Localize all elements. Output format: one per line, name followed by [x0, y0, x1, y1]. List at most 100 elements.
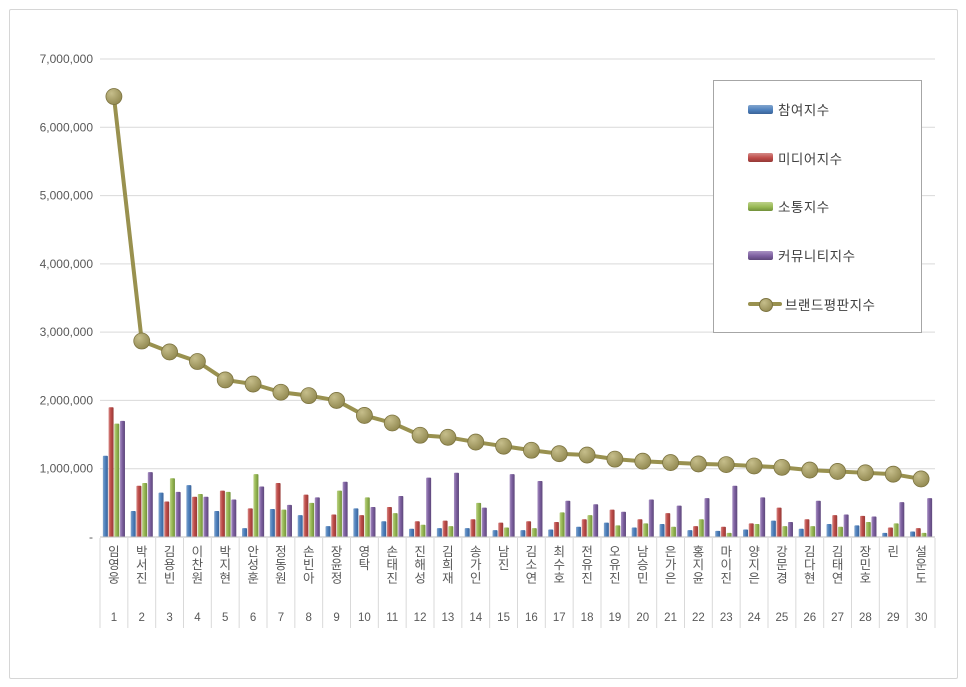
bar-participation-index-rank21 — [659, 524, 665, 537]
bar-participation-index-rank24 — [743, 529, 749, 537]
x-axis-rank-label: 25 — [776, 612, 789, 624]
y-axis-tick-label: 7,000,000 — [40, 52, 94, 66]
legend: 참여지수 미디어지수 소통지수 커뮤니티지수 브랜드평판지수 — [713, 80, 922, 333]
legend-label: 미디어지수 — [778, 151, 843, 167]
bar-communication-index-rank20 — [643, 523, 649, 537]
marker-brand-reputation-index-rank4 — [189, 353, 206, 370]
bar-community-index-rank4 — [203, 496, 209, 537]
bar-community-index-rank6 — [259, 486, 265, 537]
bar-media-index-rank17 — [553, 521, 559, 537]
legend-swatch-community-index-icon — [748, 250, 773, 260]
bar-communication-index-rank8 — [309, 502, 315, 537]
bar-participation-index-rank17 — [548, 529, 554, 537]
bar-participation-index-rank28 — [854, 525, 860, 537]
x-axis-rank-label: 28 — [859, 612, 872, 624]
x-axis-rank-label: 14 — [469, 612, 482, 624]
bar-communication-index-rank30 — [921, 532, 927, 537]
x-axis-rank-label: 13 — [442, 612, 455, 624]
bar-participation-index-rank15 — [492, 530, 498, 537]
marker-brand-reputation-index-rank16 — [523, 441, 540, 459]
bar-media-index-rank3 — [164, 501, 170, 537]
x-axis-rank-label: 10 — [358, 612, 371, 624]
bar-media-index-rank5 — [219, 490, 225, 537]
marker-brand-reputation-index-rank20 — [634, 452, 652, 470]
bar-community-index-rank2 — [147, 472, 153, 537]
bar-media-index-rank25 — [776, 507, 782, 537]
bar-participation-index-rank26 — [798, 528, 804, 537]
bar-participation-index-rank10 — [353, 508, 359, 537]
bar-community-index-rank19 — [620, 511, 626, 537]
bar-communication-index-rank13 — [448, 526, 454, 537]
bar-media-index-rank14 — [470, 519, 476, 537]
legend-label: 참여지수 — [778, 103, 830, 119]
bar-communication-index-rank4 — [197, 493, 203, 537]
legend-swatch-participation-index-icon — [748, 104, 773, 114]
marker-brand-reputation-index-rank24 — [745, 457, 763, 475]
bar-participation-index-rank2 — [130, 511, 136, 537]
y-axis-tick-label: 5,000,000 — [40, 189, 94, 203]
bar-community-index-rank9 — [342, 481, 348, 537]
bar-community-index-rank29 — [899, 502, 905, 537]
x-axis-rank-label: 22 — [692, 612, 705, 624]
bar-media-index-rank27 — [832, 515, 838, 537]
x-axis-category-label: 린 — [887, 545, 899, 559]
bar-media-index-rank24 — [748, 523, 754, 537]
bar-participation-index-rank20 — [631, 527, 637, 537]
bar-community-index-rank18 — [593, 504, 599, 537]
legend-label: 커뮤니티지수 — [778, 249, 856, 265]
marker-brand-reputation-index-rank18 — [578, 446, 596, 464]
bar-community-index-rank7 — [286, 504, 292, 537]
x-axis-rank-label: 16 — [525, 612, 538, 624]
x-axis-rank-label: 23 — [720, 612, 733, 624]
bar-communication-index-rank25 — [782, 526, 788, 537]
bar-community-index-rank14 — [481, 507, 487, 537]
y-axis-tick-label: 4,000,000 — [40, 257, 94, 271]
x-axis-rank-label: 26 — [803, 612, 816, 624]
marker-brand-reputation-index-rank6 — [244, 375, 262, 393]
x-axis-rank-label: 30 — [915, 612, 928, 624]
bar-community-index-rank25 — [787, 521, 793, 537]
bar-communication-index-rank23 — [726, 532, 732, 537]
bar-community-index-rank26 — [815, 500, 821, 537]
bar-participation-index-rank30 — [910, 531, 916, 537]
bar-communication-index-rank12 — [420, 524, 426, 537]
y-axis-tick-label: 3,000,000 — [40, 325, 94, 339]
bar-participation-index-rank22 — [687, 530, 693, 537]
legend-item-communication-index: 소통지수 — [714, 196, 921, 216]
x-axis-rank-label: 7 — [278, 612, 284, 624]
marker-brand-reputation-index-rank8 — [300, 387, 318, 405]
bar-community-index-rank1 — [119, 420, 125, 537]
bar-participation-index-rank5 — [214, 511, 220, 537]
x-axis-rank-label: 24 — [748, 612, 761, 624]
bar-communication-index-rank27 — [837, 526, 843, 537]
legend-item-participation-index: 참여지수 — [714, 99, 921, 119]
bar-media-index-rank30 — [915, 528, 921, 537]
bar-participation-index-rank29 — [882, 532, 888, 537]
marker-brand-reputation-index-rank30 — [912, 470, 930, 488]
marker-brand-reputation-index-rank22 — [690, 455, 707, 473]
bar-communication-index-rank19 — [615, 525, 621, 537]
bar-participation-index-rank9 — [325, 526, 331, 537]
y-axis-tick-label: 6,000,000 — [40, 120, 94, 134]
x-axis-rank-label: 29 — [887, 612, 900, 624]
marker-brand-reputation-index-rank28 — [857, 464, 874, 482]
bar-media-index-rank21 — [665, 513, 671, 537]
bar-participation-index-rank14 — [464, 528, 470, 537]
bar-media-index-rank9 — [331, 514, 337, 537]
marker-brand-reputation-index-rank1 — [105, 88, 123, 105]
bar-community-index-rank15 — [509, 474, 515, 537]
bar-media-index-rank26 — [804, 519, 810, 537]
x-axis-rank-label: 4 — [194, 612, 201, 624]
bar-media-index-rank4 — [192, 496, 198, 537]
